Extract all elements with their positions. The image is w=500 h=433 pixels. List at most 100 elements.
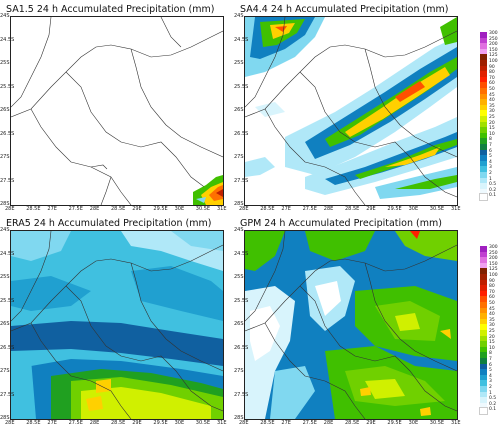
colorbar-swatch [480,363,487,370]
lat-tick-label: 24S [234,227,244,233]
colorbar-swatch [480,82,487,89]
lon-tick-label: 30.5E [195,420,211,426]
colorbar-level-label: 1 [489,390,492,396]
colorbar-swatch [480,76,487,83]
colorbar-level-label: 150 [489,47,498,53]
colorbar-swatch [480,296,487,303]
lon-tick-label: 27E [47,420,57,426]
colorbar-level-label: 3 [489,165,492,171]
colorbar-swatch [480,346,487,353]
colorbar-level-label: 40 [489,98,495,104]
colorbar-level-label: 15 [489,340,495,346]
lat-tick-label: 26.5S [234,344,249,351]
panel-title-sa44: SA4.4 24 h Accumulated Precipitation (mm… [240,4,449,15]
lat-tick-label: 28S [234,201,244,207]
colorbar-swatch [480,307,487,314]
colorbar-level-label: 25 [489,329,495,334]
colorbar-swatch [480,369,487,376]
colorbar-level-label: 5 [489,368,492,374]
map-panel-sa15 [10,16,224,206]
lon-tick-label: 28.5E [26,206,41,212]
colorbar-level-label: 10 [489,345,495,351]
lon-tick-label: 31E [451,420,461,426]
lon-tick-label: 29E [366,420,376,426]
lon-tick-label: 27E [47,206,57,212]
lat-tick-label: 25.5S [234,297,249,304]
colorbar-level-label: 0.5 [489,396,497,402]
colorbar-swatch [480,324,487,331]
colorbar-swatch [480,144,487,150]
lat-tick-label: 27.5S [234,177,249,184]
lon-tick-label: 27E [281,206,291,212]
panel-title-sa15: SA1.5 24 h Accumulated Precipitation (mm… [6,4,215,15]
lat-tick-label: 28S [0,415,10,421]
colorbar-level-label: 30 [489,323,495,329]
lon-tick-label: 27.5E [68,420,83,426]
colorbar-level-label: 7 [489,357,492,362]
lon-tick-label: 27E [281,420,291,426]
colorbar-level-label: 1 [489,176,492,182]
colorbar-level-label: 6 [489,148,492,154]
precip-fill [245,231,457,419]
lat-tick-label: 26S [0,107,10,113]
colorbar-level-label: 50 [489,87,495,92]
colorbar-swatch [480,110,487,117]
colorbar-level-label: 8 [489,137,492,143]
colorbar-level-label: 20 [489,120,495,126]
boundary-lines [11,231,223,419]
lat-tick-label: 28S [234,415,244,421]
lon-tick-label: 29.5E [153,206,168,212]
lat-tick-label: 24.5S [234,250,249,257]
lat-tick-label: 26.5S [0,344,15,351]
boundary-lines [11,17,223,205]
lat-tick-label: 24.5S [0,250,15,257]
lat-tick-label: 25.5S [0,83,15,90]
lat-tick-label: 24.5S [0,36,15,43]
colorbar-swatch [480,65,487,72]
colorbar-level-label: 125 [489,267,498,273]
panel-title-gpm: GPM 24 h Accumulated Precipitation (mm) [240,218,442,229]
lon-tick-label: 29.5E [387,206,402,212]
colorbar-level-label: 70 [489,289,495,295]
colorbar-level-label: 100 [489,273,498,278]
lon-tick-label: 29E [132,206,142,212]
lon-tick-label: 30E [408,206,419,212]
lat-tick-label: 27S [0,154,10,160]
colorbar-level-label: 30 [489,109,495,115]
colorbar-swatch [480,60,487,66]
colorbar-level-label: 200 [489,256,498,262]
colorbar-level-label: 4 [489,159,492,165]
colorbar-swatch [480,313,487,320]
colorbar-level-label: 40 [489,312,495,318]
colorbar-level-label: 200 [489,42,498,48]
colorbar-level-label: 10 [489,131,495,137]
lat-tick-label: 26.5S [234,130,249,137]
lat-tick-label: 27.5S [0,177,15,184]
map-svg-sa15 [11,17,223,205]
map-svg-era5 [11,231,223,419]
colorbar-swatch [480,285,487,292]
colorbar-swatch [480,172,487,178]
lat-tick-label: 24.5S [234,36,249,43]
lon-tick-label: 31E [217,420,227,426]
colorbar-swatch [480,32,487,38]
lon-tick-label: 28.5E [111,206,126,212]
colorbar-swatch [480,99,487,106]
colorbar-level-label: 3 [489,379,492,385]
precip-fill [245,17,457,199]
colorbar-swatch [480,138,487,145]
colorbar-level-label: 70 [489,75,495,81]
lon-tick-label: 30E [408,420,419,426]
colorbar-swatch [480,183,487,190]
colorbar-level-label: 0.5 [489,182,497,188]
colorbar-swatch [480,71,487,78]
lat-tick-label: 25S [234,60,244,66]
lat-tick-label: 25S [0,274,10,280]
colorbar-level-label: 35 [489,103,495,109]
boundary-lines [245,231,457,419]
lat-tick-label: 27S [234,154,244,160]
colorbar-bottom [479,246,488,416]
map-svg-sa44 [245,17,457,205]
lat-tick-label: 28S [0,201,10,207]
colorbar-swatch [480,88,487,94]
